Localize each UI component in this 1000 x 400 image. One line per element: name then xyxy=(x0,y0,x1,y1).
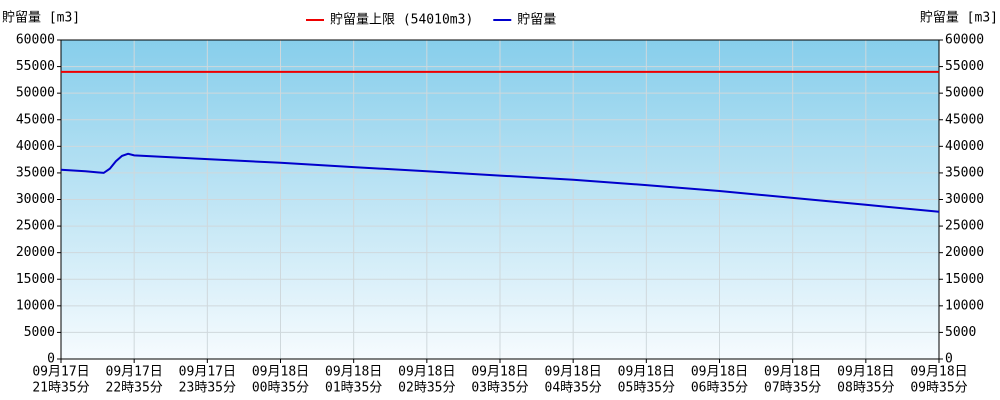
y2-tick-label: 30000 xyxy=(945,192,984,207)
y2-tick-label: 55000 xyxy=(945,59,984,74)
y-tick-label: 0 xyxy=(47,352,55,367)
y2-axis-label: 貯留量 [m3] xyxy=(920,11,998,26)
y-tick-label: 60000 xyxy=(16,33,55,48)
legend-label: 貯留量 xyxy=(517,13,556,28)
x-tick-date: 09月18日 xyxy=(325,365,382,380)
x-tick-date: 09月18日 xyxy=(764,365,821,380)
y2-tick-label: 5000 xyxy=(945,325,976,340)
x-tick-time: 01時35分 xyxy=(325,381,382,396)
y-tick-label: 55000 xyxy=(16,59,55,74)
x-tick-date: 09月18日 xyxy=(252,365,309,380)
y2-tick-label: 50000 xyxy=(945,86,984,101)
y-tick-label: 40000 xyxy=(16,139,55,154)
y-tick-label: 15000 xyxy=(16,272,55,287)
y2-tick-label: 45000 xyxy=(945,112,984,127)
y-tick-label: 30000 xyxy=(16,192,55,207)
y2-tick-label: 15000 xyxy=(945,272,984,287)
y2-tick-label: 60000 xyxy=(945,33,984,48)
y-tick-label: 45000 xyxy=(16,112,55,127)
x-tick-date: 09月18日 xyxy=(691,365,748,380)
x-tick-date: 09月18日 xyxy=(910,365,967,380)
y2-tick-label: 25000 xyxy=(945,219,984,234)
x-tick-date: 09月18日 xyxy=(545,365,602,380)
y2-tick-label: 35000 xyxy=(945,165,984,180)
x-tick-date: 09月17日 xyxy=(106,365,163,380)
x-tick-time: 22時35分 xyxy=(106,381,163,396)
y2-tick-label: 40000 xyxy=(945,139,984,154)
y2-tick-label: 20000 xyxy=(945,245,984,260)
x-tick-date: 09月18日 xyxy=(618,365,675,380)
y-tick-label: 35000 xyxy=(16,165,55,180)
x-tick-time: 04時35分 xyxy=(545,381,602,396)
x-tick-time: 05時35分 xyxy=(618,381,675,396)
y-tick-label: 5000 xyxy=(24,325,55,340)
data-line xyxy=(60,152,940,213)
y2-tick-label: 10000 xyxy=(945,298,984,313)
y-tick-label: 50000 xyxy=(16,86,55,101)
y-axis-label: 貯留量 [m3] xyxy=(2,11,80,26)
x-tick-time: 03時35分 xyxy=(471,381,528,396)
x-tick-date: 09月18日 xyxy=(398,365,455,380)
x-tick-time: 08時35分 xyxy=(837,381,894,396)
y-tick-label: 20000 xyxy=(16,245,55,260)
x-tick-date: 09月17日 xyxy=(32,365,89,380)
x-tick-time: 06時35分 xyxy=(691,381,748,396)
plot-frame xyxy=(60,39,940,360)
x-tick-time: 23時35分 xyxy=(179,381,236,396)
x-tick-time: 09時35分 xyxy=(910,381,967,396)
legend-label: 貯留量上限 (54010m3) xyxy=(330,13,473,28)
x-tick-date: 09月18日 xyxy=(471,365,528,380)
x-tick-time: 00時35分 xyxy=(252,381,309,396)
y2-tick-label: 0 xyxy=(945,352,953,367)
x-tick-date: 09月17日 xyxy=(179,365,236,380)
x-tick-date: 09月18日 xyxy=(837,365,894,380)
x-tick-time: 07時35分 xyxy=(764,381,821,396)
x-tick-time: 21時35分 xyxy=(32,381,89,396)
y-tick-label: 10000 xyxy=(16,298,55,313)
x-tick-time: 02時35分 xyxy=(398,381,455,396)
y-tick-label: 25000 xyxy=(16,219,55,234)
